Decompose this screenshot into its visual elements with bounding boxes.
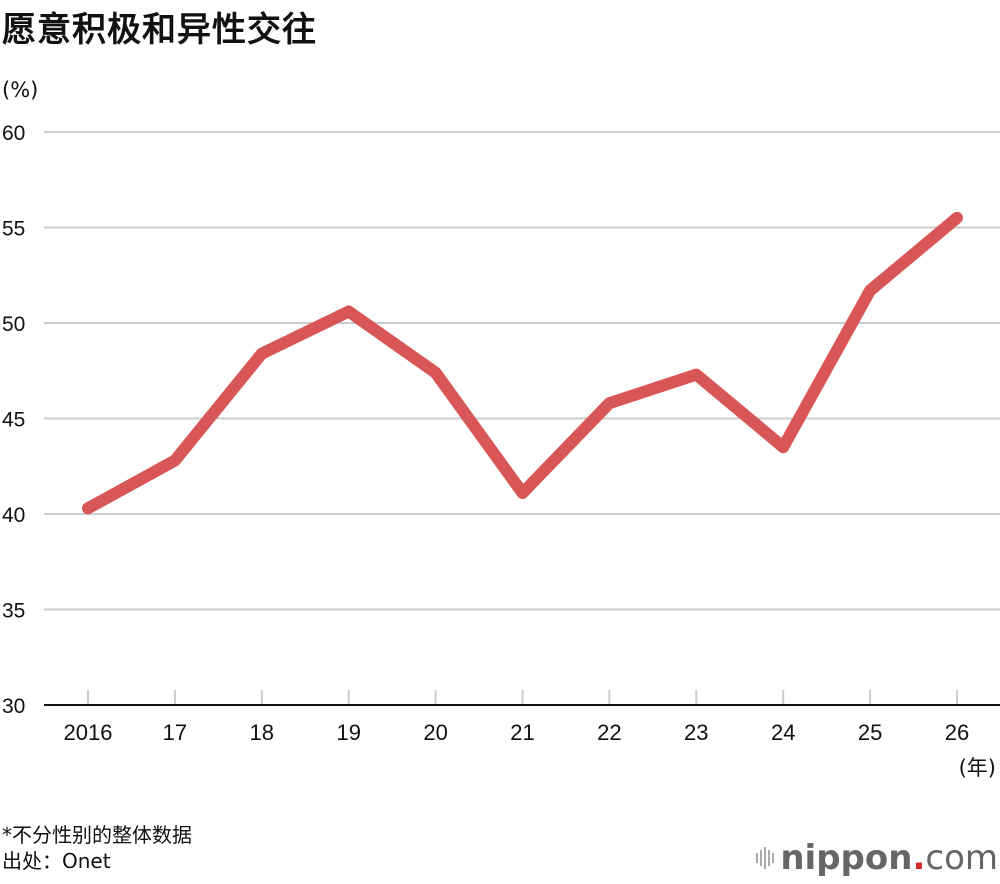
x-tick-label: 22 bbox=[597, 720, 621, 745]
y-tick-label: 40 bbox=[2, 504, 25, 527]
footnote-note: *不分性别的整体数据 bbox=[2, 823, 192, 847]
x-tick-label: 24 bbox=[771, 720, 795, 745]
x-tick-label: 2016 bbox=[64, 720, 113, 745]
data-line bbox=[82, 211, 963, 515]
y-axis-ticks: 30 35 40 45 50 55 60 bbox=[2, 122, 25, 718]
x-axis-unit: (年) bbox=[958, 756, 996, 780]
x-tick-label: 20 bbox=[423, 720, 447, 745]
x-tick-label: 26 bbox=[945, 720, 969, 745]
x-tick-label: 23 bbox=[684, 720, 708, 745]
y-tick-label: 55 bbox=[2, 218, 25, 241]
footnote-source: 出处：Onet bbox=[2, 849, 111, 873]
y-tick-label: 45 bbox=[2, 409, 25, 432]
y-axis-unit: (%) bbox=[2, 78, 39, 102]
x-tick-label: 21 bbox=[510, 720, 534, 745]
gridlines bbox=[44, 131, 1000, 611]
nippon-logo: nippon. com bbox=[756, 838, 998, 878]
chart-title: 愿意积极和异性交往 bbox=[2, 10, 317, 50]
y-tick-label: 30 bbox=[2, 695, 25, 718]
x-tick-label: 19 bbox=[336, 720, 360, 745]
logo-dot: . bbox=[912, 838, 926, 878]
x-tick-label: 25 bbox=[858, 720, 882, 745]
logo-brand: nippon bbox=[780, 838, 913, 878]
soundwave-icon bbox=[756, 847, 775, 869]
x-tick-label: 17 bbox=[163, 720, 187, 745]
y-tick-label: 60 bbox=[2, 122, 25, 145]
logo-tld: com bbox=[925, 838, 998, 878]
y-tick-label: 35 bbox=[2, 600, 25, 623]
x-tick-label: 18 bbox=[250, 720, 274, 745]
footnote: *不分性别的整体数据 出处：Onet bbox=[2, 822, 192, 874]
y-tick-label: 50 bbox=[2, 313, 25, 336]
x-axis-ticks: 2016 17 18 19 20 21 22 23 24 25 26 bbox=[64, 690, 969, 745]
